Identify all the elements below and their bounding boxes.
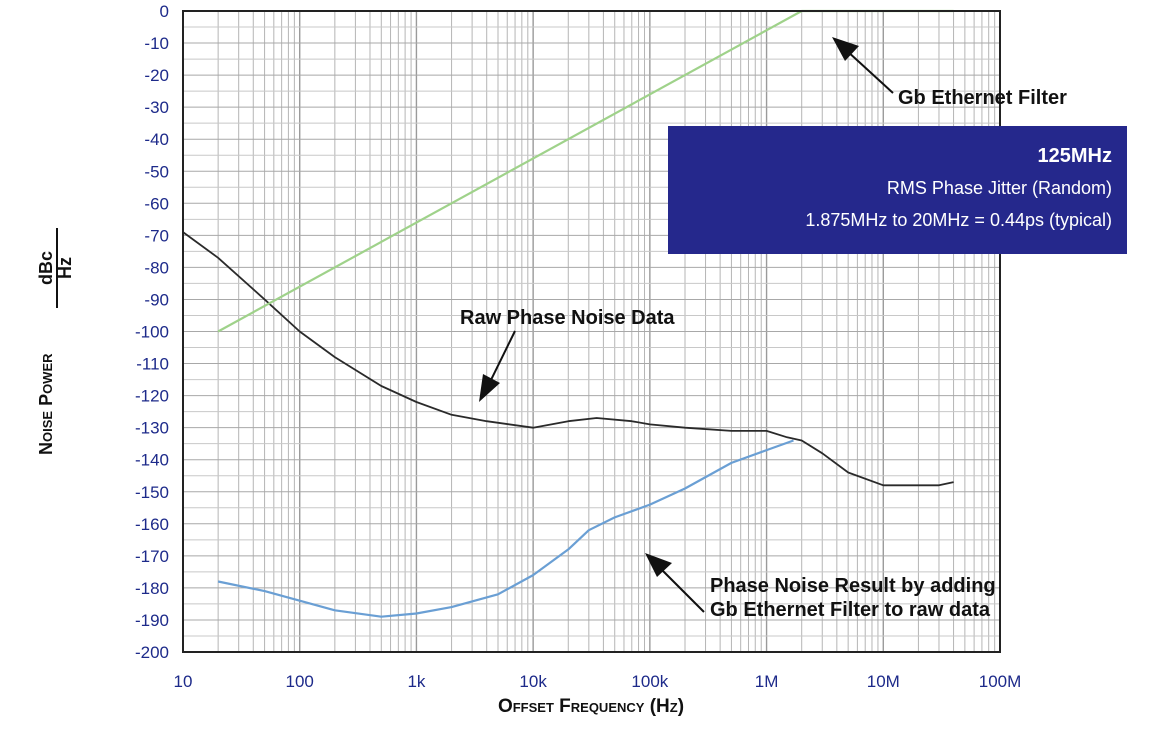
y-tick-label: -110 xyxy=(136,355,169,374)
x-tick-label: 1k xyxy=(407,672,425,691)
x-tick-label: 100 xyxy=(286,672,314,691)
annotation-gb-ethernet-filter-arrowhead xyxy=(832,37,859,61)
y-tick-label: -120 xyxy=(135,387,169,406)
annotation-raw-phase-noise-arrow-line xyxy=(488,330,516,385)
info-box-line1: RMS Phase Jitter (Random) xyxy=(887,178,1112,198)
y-tick-label: -70 xyxy=(144,226,169,245)
annotation-phase-noise-result-line2: Gb Ethernet Filter to raw data xyxy=(710,599,991,621)
x-axis-label: Offset Frequency (Hz) xyxy=(498,696,684,717)
x-tick-label: 100M xyxy=(979,672,1022,691)
y-axis-unit-denominator: Hz xyxy=(55,257,75,279)
x-tick-label: 10 xyxy=(174,672,193,691)
y-tick-label: -90 xyxy=(144,290,169,309)
y-tick-label: -160 xyxy=(135,515,169,534)
annotation-phase-noise-result: Phase Noise Result by adding Gb Ethernet… xyxy=(645,553,996,621)
info-box-background xyxy=(668,126,1127,254)
series-line-result xyxy=(217,439,794,618)
y-tick-label: -100 xyxy=(135,323,169,342)
y-tick-label: -60 xyxy=(144,194,169,213)
y-tick-label: -80 xyxy=(144,258,169,277)
y-tick-label: -20 xyxy=(144,66,169,85)
info-box: 125MHz RMS Phase Jitter (Random) 1.875MH… xyxy=(668,126,1127,254)
x-tick-label: 1M xyxy=(755,672,779,691)
annotation-phase-noise-result-arrowhead xyxy=(645,553,672,577)
annotation-gb-ethernet-filter-arrow-line xyxy=(845,49,894,94)
annotation-raw-phase-noise: Raw Phase Noise Data xyxy=(460,307,675,402)
annotation-phase-noise-result-line1: Phase Noise Result by adding xyxy=(710,575,996,597)
y-tick-label: -30 xyxy=(144,98,169,117)
y-tick-label: -130 xyxy=(135,419,169,438)
y-tick-label: -180 xyxy=(135,579,169,598)
grid xyxy=(182,10,1000,653)
x-tick-label: 100k xyxy=(631,672,668,691)
y-axis-label: Noise Power xyxy=(36,353,56,455)
y-tick-label: -140 xyxy=(135,451,169,470)
annotation-raw-phase-noise-text: Raw Phase Noise Data xyxy=(460,307,675,329)
y-axis-title: Noise Power dBc Hz xyxy=(36,228,75,455)
annotation-gb-ethernet-filter-text: Gb Ethernet Filter xyxy=(898,87,1067,109)
y-tick-label: -10 xyxy=(144,34,169,53)
x-tick-label: 10k xyxy=(519,672,547,691)
x-tick-label: 10M xyxy=(867,672,900,691)
y-tick-label: -50 xyxy=(144,162,169,181)
y-tick-label: -170 xyxy=(135,547,169,566)
series-line-raw xyxy=(182,231,954,487)
y-tick-label: -150 xyxy=(135,483,169,502)
plot-frame xyxy=(182,10,1001,653)
info-box-title: 125MHz xyxy=(1038,145,1112,167)
y-tick-label: 0 xyxy=(160,2,169,21)
info-box-line2: 1.875MHz to 20MHz = 0.44ps (typical) xyxy=(805,210,1112,230)
y-tick-label: -200 xyxy=(135,643,169,662)
y-axis-unit-numerator: dBc xyxy=(36,251,56,285)
y-tick-label: -40 xyxy=(144,130,169,149)
tick-labels: 0 -10 -20 -30 -40 -50 -60 -70 -80 -90 -100 -110 -120… xyxy=(135,2,1021,691)
annotation-raw-phase-noise-arrowhead xyxy=(479,374,500,402)
annotation-gb-ethernet-filter: Gb Ethernet Filter xyxy=(832,37,1067,109)
annotation-phase-noise-result-arrow-line xyxy=(658,566,705,613)
y-tick-label: -190 xyxy=(135,611,169,630)
